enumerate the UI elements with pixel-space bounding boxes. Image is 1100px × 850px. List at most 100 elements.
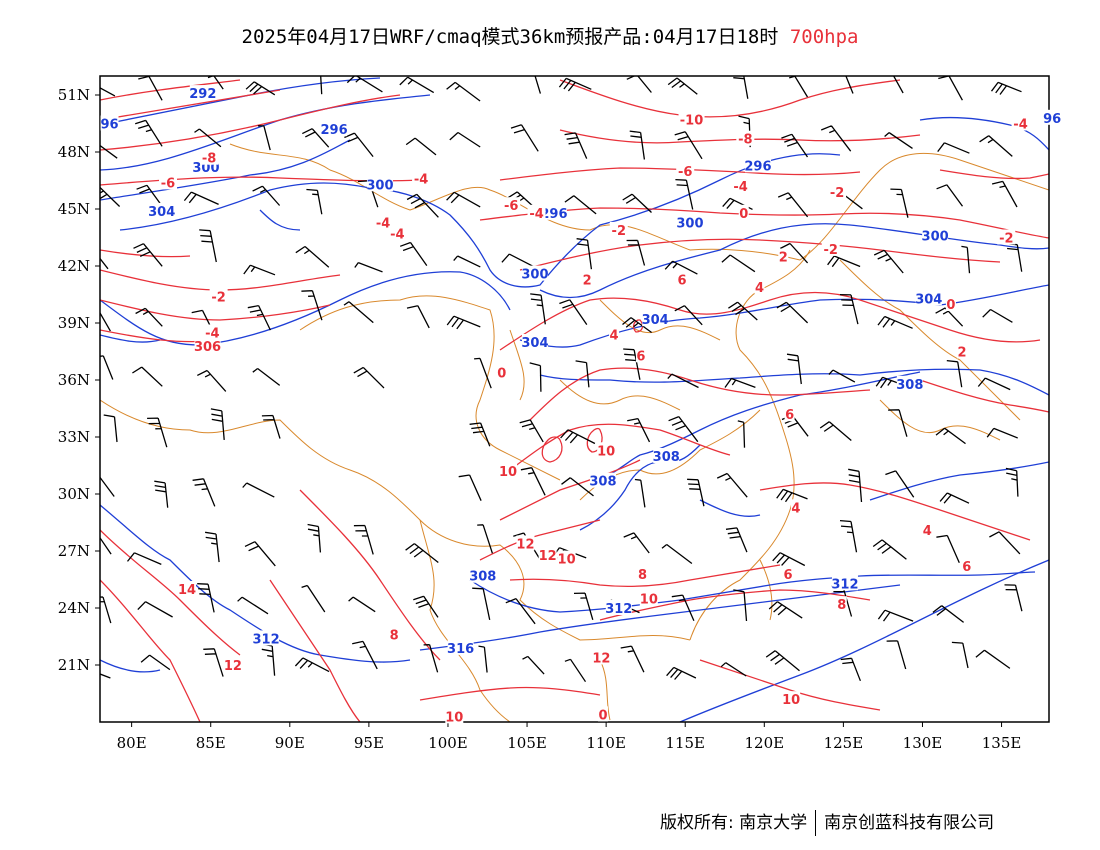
wind-barb bbox=[885, 470, 915, 498]
height-label-bg bbox=[521, 265, 548, 281]
wind-barb bbox=[261, 414, 281, 439]
height-label: 308 bbox=[896, 378, 923, 393]
temperature-label: 12 bbox=[224, 659, 242, 674]
wind-barb bbox=[194, 128, 222, 148]
wind-barb bbox=[777, 192, 809, 218]
wind-barb bbox=[768, 601, 803, 619]
temperature-label: -2 bbox=[830, 186, 844, 201]
height-label-bg bbox=[1043, 109, 1062, 125]
wind-barb bbox=[257, 125, 271, 151]
temperature-label: 10 bbox=[558, 553, 576, 568]
wind-barb bbox=[423, 644, 439, 673]
temperature-label-bg bbox=[945, 296, 956, 311]
wind-barb bbox=[776, 301, 809, 324]
temperature-label-bg bbox=[200, 149, 219, 165]
y-tick-label: 36N bbox=[58, 371, 90, 389]
wind-barb bbox=[472, 587, 491, 621]
wind-barb bbox=[776, 488, 808, 503]
temperature-label: 2 bbox=[583, 273, 592, 288]
wind-barb bbox=[674, 131, 703, 160]
wind-barb bbox=[519, 419, 544, 443]
temperature-label: 10 bbox=[445, 710, 463, 725]
x-tick-label: 80E bbox=[117, 734, 147, 752]
height-label: 312 bbox=[831, 577, 858, 592]
wind-barb bbox=[564, 195, 597, 215]
height-label: 300 bbox=[922, 230, 949, 245]
height-label-bg bbox=[253, 630, 280, 646]
wind-barb bbox=[100, 87, 116, 97]
temperature-label-bg bbox=[223, 657, 242, 672]
wind-barb bbox=[989, 531, 1021, 555]
temperature-label-bg bbox=[609, 221, 628, 237]
height-label: 308 bbox=[653, 450, 680, 465]
height-label-bg bbox=[744, 157, 771, 173]
wind-barb bbox=[839, 293, 859, 325]
temperature-label-bg bbox=[412, 170, 431, 186]
wind-barb bbox=[827, 255, 861, 268]
wind-barb bbox=[242, 482, 275, 498]
wind-barb bbox=[192, 478, 216, 507]
wind-barb bbox=[622, 317, 652, 334]
height-label-bg bbox=[540, 204, 567, 220]
temperature-label: 6 bbox=[636, 349, 645, 364]
wind-barb bbox=[721, 254, 756, 273]
wind-barb bbox=[986, 427, 1018, 439]
temperature-label-bg bbox=[527, 204, 546, 220]
wind-barb bbox=[561, 477, 594, 497]
temperature-label: 0 bbox=[497, 366, 506, 381]
wind-barb bbox=[406, 193, 439, 218]
x-tick-label: 125E bbox=[824, 734, 864, 752]
wind-barb bbox=[132, 366, 163, 387]
wind-barb bbox=[892, 76, 904, 94]
temperature-label: -6 bbox=[678, 165, 692, 180]
wind-barb bbox=[204, 531, 220, 563]
temperature-label: 4 bbox=[791, 501, 800, 516]
temperature-label: 306 bbox=[194, 340, 221, 355]
wind-barb bbox=[687, 478, 705, 507]
temperature-label-bg bbox=[516, 535, 535, 551]
height-label: 308 bbox=[589, 475, 616, 490]
height-contours bbox=[100, 77, 1049, 722]
temperature-label-bg bbox=[678, 111, 705, 127]
wind-barb bbox=[405, 137, 437, 156]
temperature-label-bg bbox=[754, 278, 765, 294]
temperature-label: -4 bbox=[390, 228, 404, 243]
wind-barb bbox=[507, 191, 537, 210]
copyright-footer: 版权所有: 南京大学 南京创蓝科技有限公司 bbox=[660, 808, 994, 836]
wind-barb bbox=[100, 187, 121, 207]
wind-barb bbox=[197, 369, 227, 392]
temperature-label-bg bbox=[496, 364, 507, 380]
wind-barb bbox=[100, 536, 112, 555]
height-label-bg bbox=[831, 575, 858, 591]
wind-barb bbox=[939, 492, 970, 504]
wind-barb bbox=[573, 592, 594, 620]
wind-barb bbox=[620, 645, 645, 673]
wind-barb bbox=[875, 376, 908, 389]
wind-barb bbox=[320, 76, 323, 95]
wind-barb bbox=[848, 468, 863, 503]
wind-barb bbox=[564, 658, 587, 683]
wind-barb bbox=[405, 543, 439, 564]
footer-separator bbox=[815, 810, 817, 836]
wind-barb bbox=[200, 76, 224, 90]
temperature-label: 8 bbox=[837, 598, 846, 613]
temperature-label-bg bbox=[784, 406, 795, 422]
wind-barb bbox=[674, 305, 703, 326]
wind-barb bbox=[302, 128, 330, 148]
y-tick-label: 39N bbox=[58, 314, 90, 332]
temperature-label-bg bbox=[592, 649, 611, 665]
temperature-label-bg bbox=[731, 178, 750, 194]
y-tick-label: 33N bbox=[58, 428, 90, 446]
temperature-label: 0 bbox=[946, 298, 955, 313]
wind-barb bbox=[529, 362, 542, 392]
wind-barb bbox=[458, 474, 482, 501]
wind-barb bbox=[399, 241, 428, 266]
x-tick-label: 120E bbox=[745, 734, 785, 752]
temperature-label-bg bbox=[445, 708, 464, 724]
temperature-label-bg bbox=[374, 214, 393, 230]
temperature-label: 6 bbox=[784, 568, 793, 583]
height-label-bg bbox=[321, 121, 348, 137]
copyright-right: 南京创蓝科技有限公司 bbox=[824, 813, 995, 833]
temperature-label-bg bbox=[677, 271, 688, 287]
temperature-label-bg bbox=[997, 229, 1016, 245]
